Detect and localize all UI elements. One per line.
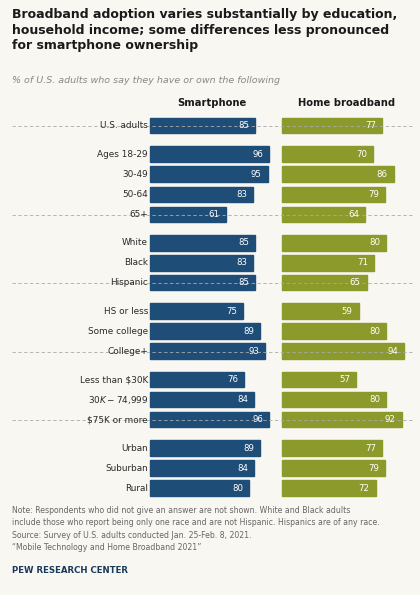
Text: 92: 92: [385, 415, 396, 424]
Bar: [150, 167, 268, 182]
Text: 30-49: 30-49: [122, 170, 148, 178]
Bar: [282, 392, 386, 408]
Text: 70: 70: [356, 150, 367, 159]
Bar: [282, 186, 385, 202]
Text: 75: 75: [226, 307, 237, 316]
Bar: [150, 118, 255, 133]
Bar: [282, 206, 365, 222]
Text: Hispanic: Hispanic: [110, 278, 148, 287]
Bar: [282, 275, 367, 290]
Text: 64: 64: [348, 210, 359, 219]
Text: 89: 89: [244, 444, 255, 453]
Bar: [282, 303, 359, 319]
Text: $75K or more: $75K or more: [87, 415, 148, 424]
Text: 84: 84: [237, 464, 248, 473]
Bar: [282, 372, 356, 387]
Text: 59: 59: [342, 307, 353, 316]
Bar: [150, 461, 254, 476]
Text: % of U.S. adults who say they have or own the following: % of U.S. adults who say they have or ow…: [12, 76, 280, 85]
Text: 72: 72: [359, 484, 370, 493]
Text: 85: 85: [239, 278, 249, 287]
Text: 83: 83: [236, 190, 247, 199]
Text: Rural: Rural: [125, 484, 148, 493]
Text: 57: 57: [339, 375, 350, 384]
Text: 65+: 65+: [129, 210, 148, 219]
Text: 79: 79: [368, 464, 379, 473]
Text: Some college: Some college: [88, 327, 148, 336]
Text: College+: College+: [107, 347, 148, 356]
Text: 80: 80: [369, 238, 380, 248]
Bar: [150, 412, 269, 427]
Text: 94: 94: [387, 347, 398, 356]
Text: Broadband adoption varies substantially by education,
household income; some dif: Broadband adoption varies substantially …: [12, 8, 397, 52]
Bar: [150, 235, 255, 250]
Text: 50-64: 50-64: [122, 190, 148, 199]
Text: 89: 89: [244, 327, 255, 336]
Text: 95: 95: [251, 170, 262, 178]
Bar: [150, 372, 244, 387]
Bar: [150, 275, 255, 290]
Bar: [282, 481, 375, 496]
Text: 77: 77: [365, 444, 376, 453]
Bar: [150, 324, 260, 339]
Bar: [282, 440, 382, 456]
Text: 96: 96: [252, 150, 263, 159]
Bar: [282, 167, 394, 182]
Text: White: White: [122, 238, 148, 248]
Bar: [150, 146, 269, 162]
Text: U.S. adults: U.S. adults: [100, 121, 148, 130]
Text: 85: 85: [239, 121, 249, 130]
Text: 61: 61: [209, 210, 220, 219]
Text: Note: Respondents who did not give an answer are not shown. White and Black adul: Note: Respondents who did not give an an…: [12, 506, 380, 553]
Text: 80: 80: [369, 395, 380, 404]
Bar: [282, 324, 386, 339]
Bar: [282, 343, 404, 359]
Bar: [150, 440, 260, 456]
Text: 79: 79: [368, 190, 379, 199]
Text: 93: 93: [249, 347, 259, 356]
Text: 96: 96: [252, 415, 263, 424]
Bar: [282, 461, 385, 476]
Bar: [282, 118, 382, 133]
Bar: [150, 303, 243, 319]
Text: 80: 80: [232, 484, 243, 493]
Bar: [282, 255, 374, 271]
Text: 83: 83: [236, 258, 247, 267]
Text: 76: 76: [227, 375, 238, 384]
Bar: [150, 392, 254, 408]
Text: 77: 77: [365, 121, 376, 130]
Bar: [282, 235, 386, 250]
Text: 71: 71: [357, 258, 368, 267]
Bar: [282, 412, 402, 427]
Bar: [282, 146, 373, 162]
Bar: [150, 255, 253, 271]
Bar: [150, 186, 253, 202]
Text: 86: 86: [377, 170, 388, 178]
Text: Suburban: Suburban: [105, 464, 148, 473]
Text: PEW RESEARCH CENTER: PEW RESEARCH CENTER: [12, 566, 128, 575]
Text: 65: 65: [349, 278, 360, 287]
Bar: [150, 206, 226, 222]
Text: HS or less: HS or less: [104, 307, 148, 316]
Text: 84: 84: [237, 395, 248, 404]
Bar: [150, 343, 265, 359]
Text: Less than $30K: Less than $30K: [80, 375, 148, 384]
Text: Smartphone: Smartphone: [177, 98, 247, 108]
Bar: [150, 481, 249, 496]
Text: 80: 80: [369, 327, 380, 336]
Text: Urban: Urban: [121, 444, 148, 453]
Text: Home broadband: Home broadband: [299, 98, 396, 108]
Text: Ages 18-29: Ages 18-29: [97, 150, 148, 159]
Text: $30K-$74,999: $30K-$74,999: [88, 394, 148, 406]
Text: 85: 85: [239, 238, 249, 248]
Text: Black: Black: [124, 258, 148, 267]
